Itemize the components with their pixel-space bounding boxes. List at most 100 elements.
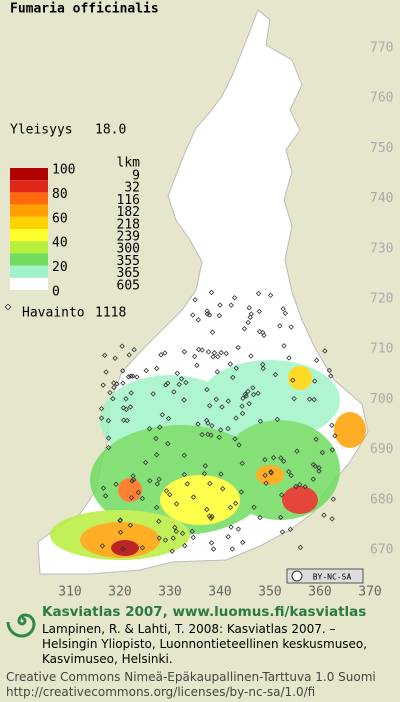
dot <box>218 471 224 477</box>
dot <box>135 489 142 496</box>
dot <box>286 355 292 361</box>
dot <box>278 455 284 461</box>
dot <box>147 478 153 484</box>
y-grid-label: 700 <box>370 392 393 407</box>
dot <box>174 370 180 376</box>
dot <box>272 371 279 378</box>
footer-heading: Kasviatlas 2007, www.luomus.fi/kasviatla… <box>42 604 367 620</box>
dot <box>240 539 246 546</box>
dot <box>246 305 252 311</box>
dot <box>216 313 223 319</box>
dot <box>209 423 215 429</box>
dot <box>213 396 219 402</box>
dot <box>120 546 126 552</box>
dot <box>207 480 213 487</box>
dot <box>156 535 162 541</box>
dot <box>129 478 135 484</box>
dot <box>127 404 134 410</box>
dot <box>286 469 292 475</box>
observation-label: Havainto <box>22 306 85 321</box>
dot <box>277 323 283 329</box>
dot <box>203 417 210 424</box>
dot <box>233 365 239 371</box>
dot <box>248 353 254 359</box>
dot <box>195 317 201 323</box>
dot <box>311 396 317 403</box>
dot <box>297 544 304 551</box>
dot <box>278 492 285 498</box>
dot <box>165 415 172 422</box>
dot <box>241 326 248 332</box>
legend-swatch <box>10 216 48 229</box>
dot <box>124 417 130 424</box>
dot <box>288 324 294 330</box>
dot <box>158 352 164 358</box>
dot <box>191 353 198 360</box>
dot <box>329 516 335 522</box>
dot <box>280 458 287 464</box>
dot <box>313 436 319 442</box>
dot <box>190 494 197 500</box>
dot <box>330 496 337 502</box>
dot <box>159 412 166 418</box>
dot <box>204 506 210 513</box>
dot <box>219 404 225 410</box>
dot <box>102 493 109 499</box>
dot <box>156 518 162 525</box>
dot <box>100 485 107 491</box>
dot <box>302 484 308 490</box>
y-grid-label: 720 <box>370 292 393 307</box>
dot <box>227 361 234 367</box>
dot <box>229 546 236 552</box>
dot <box>294 448 300 454</box>
dot <box>172 524 178 531</box>
dot <box>257 418 264 424</box>
legend-swatch <box>10 265 48 278</box>
y-grid-label: 750 <box>370 141 393 156</box>
legend-count: 182 <box>117 205 140 220</box>
dot <box>199 347 205 353</box>
legend-swatch <box>10 168 48 181</box>
map-title: Fumaria officinalis <box>10 2 159 17</box>
dot <box>274 416 280 423</box>
dot <box>142 459 149 466</box>
dot <box>227 504 234 511</box>
dot <box>165 380 171 386</box>
dot <box>194 362 200 368</box>
dot <box>153 435 159 442</box>
dot <box>102 352 108 358</box>
legend-count: 239 <box>117 230 140 245</box>
dot <box>322 348 328 354</box>
dot <box>146 426 153 432</box>
dot <box>127 522 134 528</box>
dot <box>293 483 299 490</box>
dot <box>98 415 105 421</box>
dot <box>215 353 221 360</box>
dot <box>316 468 322 474</box>
dot <box>162 350 168 356</box>
dot <box>153 452 160 458</box>
dot <box>239 410 246 417</box>
dot <box>260 361 266 368</box>
dot <box>170 535 176 541</box>
legend-count: 365 <box>117 266 140 281</box>
dot <box>169 548 175 554</box>
dot <box>192 297 198 303</box>
dot <box>182 542 188 549</box>
dot <box>210 546 217 552</box>
dot <box>204 386 210 393</box>
dot <box>157 424 163 430</box>
dot <box>287 526 294 533</box>
dot <box>143 367 149 374</box>
y-grid-label: 680 <box>370 492 393 507</box>
license-badge-text: BY-NC-SA <box>313 573 352 582</box>
dot <box>179 530 186 537</box>
dot <box>209 513 215 520</box>
dot <box>263 480 269 486</box>
dot <box>173 501 180 507</box>
dot <box>171 389 177 395</box>
dot <box>105 444 112 451</box>
legend-swatch <box>10 277 48 290</box>
dot <box>110 396 116 402</box>
